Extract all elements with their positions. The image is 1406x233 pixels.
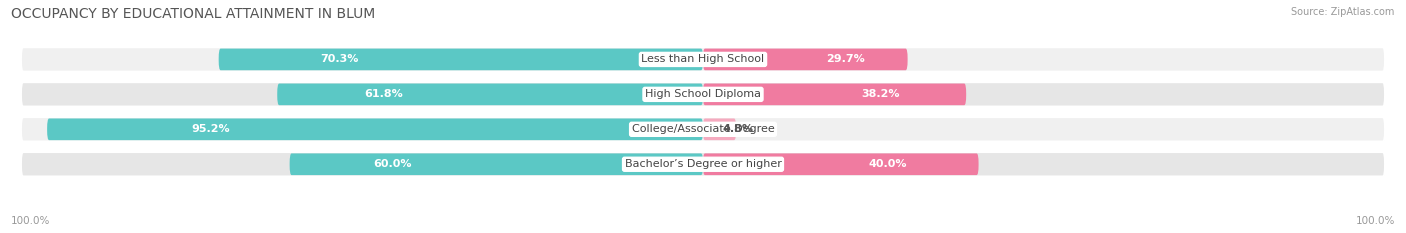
- Text: Less than High School: Less than High School: [641, 55, 765, 64]
- Text: 29.7%: 29.7%: [825, 55, 865, 64]
- Text: OCCUPANCY BY EDUCATIONAL ATTAINMENT IN BLUM: OCCUPANCY BY EDUCATIONAL ATTAINMENT IN B…: [11, 7, 375, 21]
- Text: 61.8%: 61.8%: [364, 89, 404, 99]
- FancyBboxPatch shape: [21, 152, 1385, 177]
- Text: College/Associate Degree: College/Associate Degree: [631, 124, 775, 134]
- FancyBboxPatch shape: [703, 118, 737, 140]
- FancyBboxPatch shape: [277, 84, 703, 105]
- Text: Source: ZipAtlas.com: Source: ZipAtlas.com: [1291, 7, 1395, 17]
- Text: High School Diploma: High School Diploma: [645, 89, 761, 99]
- FancyBboxPatch shape: [48, 118, 703, 140]
- Text: 40.0%: 40.0%: [869, 159, 907, 169]
- Text: 95.2%: 95.2%: [191, 124, 231, 134]
- FancyBboxPatch shape: [703, 49, 908, 70]
- Text: 4.8%: 4.8%: [723, 124, 754, 134]
- FancyBboxPatch shape: [21, 82, 1385, 107]
- Text: 38.2%: 38.2%: [860, 89, 900, 99]
- FancyBboxPatch shape: [290, 154, 703, 175]
- Text: Bachelor’s Degree or higher: Bachelor’s Degree or higher: [624, 159, 782, 169]
- FancyBboxPatch shape: [219, 49, 703, 70]
- FancyBboxPatch shape: [703, 84, 966, 105]
- Text: 60.0%: 60.0%: [374, 159, 412, 169]
- Text: 100.0%: 100.0%: [1355, 216, 1395, 226]
- Text: 70.3%: 70.3%: [321, 55, 359, 64]
- FancyBboxPatch shape: [21, 117, 1385, 142]
- FancyBboxPatch shape: [21, 47, 1385, 72]
- Legend: Owner-occupied, Renter-occupied: Owner-occupied, Renter-occupied: [579, 230, 827, 233]
- FancyBboxPatch shape: [703, 154, 979, 175]
- Text: 100.0%: 100.0%: [11, 216, 51, 226]
